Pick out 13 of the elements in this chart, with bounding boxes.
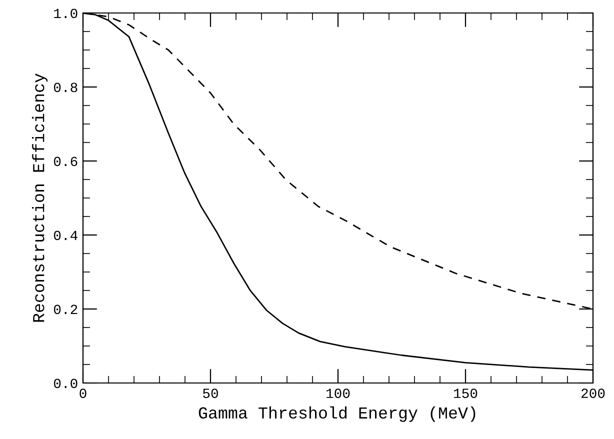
x-axis-title: Gamma Threshold Energy (MeV) (198, 406, 476, 422)
x-tick-label: 150 (454, 388, 478, 398)
y-axis-title: Reconstruction Efficiency (32, 74, 48, 322)
x-tick-label: 200 (581, 388, 605, 398)
y-tick-label: 0.0 (54, 378, 78, 388)
x-tick-label: 0 (80, 388, 86, 398)
x-tick-label: 50 (203, 388, 218, 398)
x-tick-label: 100 (326, 388, 350, 398)
y-tick-label: 0.4 (54, 230, 78, 240)
y-tick-label: 0.6 (54, 156, 78, 166)
y-tick-label: 1.0 (54, 8, 78, 18)
y-tick-label: 0.2 (54, 304, 78, 314)
y-tick-label: 0.8 (54, 82, 78, 92)
